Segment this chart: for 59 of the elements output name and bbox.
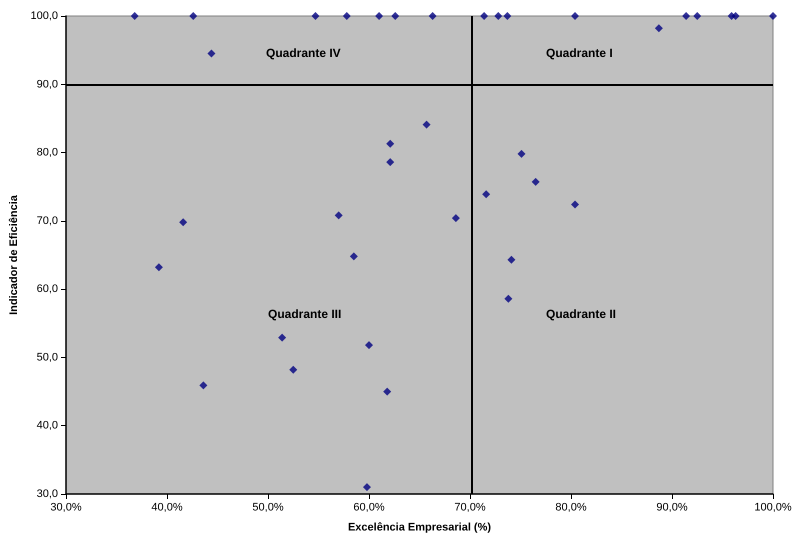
y-tick-label: 100,0	[30, 10, 58, 22]
point	[504, 294, 512, 303]
x-tick-label: 60,0%	[353, 502, 385, 514]
point	[334, 211, 343, 220]
point	[278, 334, 286, 342]
x-tick-label: 90,0%	[656, 502, 688, 514]
point	[507, 256, 516, 264]
point	[154, 263, 163, 272]
x-axis-title: Excelência Empresarial (%)	[348, 522, 492, 534]
point	[732, 12, 740, 20]
point	[571, 12, 580, 20]
y-tick-label: 70,0	[36, 214, 58, 227]
point	[386, 158, 394, 166]
point	[391, 12, 400, 20]
point	[480, 12, 488, 20]
point	[532, 178, 540, 186]
point	[482, 190, 490, 198]
point	[179, 218, 188, 226]
annotation: Quadrante I	[546, 46, 613, 60]
annotation: Quadrante IV	[266, 46, 341, 60]
point	[452, 214, 460, 222]
x-tick-label: 30,0%	[50, 502, 82, 514]
point	[682, 12, 690, 20]
point	[189, 12, 198, 20]
point	[311, 12, 320, 20]
x-tick-label: 40,0%	[151, 502, 183, 514]
y-tick-label: 40,0	[36, 420, 58, 432]
point	[199, 381, 208, 390]
x-tick-label: 70,0%	[454, 502, 486, 514]
point	[422, 120, 431, 129]
x-tick-label: 100,0%	[754, 502, 792, 514]
point	[654, 24, 663, 32]
point	[503, 12, 512, 20]
point	[693, 12, 702, 20]
x-tick-label: 80,0%	[555, 502, 587, 514]
point	[386, 140, 394, 148]
annotation: Quadrante III	[268, 307, 342, 321]
point	[518, 150, 526, 158]
y-tick-label: 80,0	[36, 146, 58, 159]
y-tick-label: 50,0	[36, 351, 58, 364]
point	[428, 12, 437, 20]
annotation: Quadrante II	[546, 307, 616, 321]
point	[494, 12, 502, 20]
point	[362, 483, 371, 492]
y-tick-label: 90,0	[36, 78, 58, 90]
point	[289, 366, 298, 374]
y-axis-title: Indicador de Eficiência	[8, 194, 20, 315]
point	[375, 12, 384, 20]
point	[383, 388, 392, 396]
point	[365, 341, 373, 350]
y-tick-label: 30,0	[36, 488, 58, 500]
point	[571, 200, 580, 208]
point	[130, 12, 139, 20]
point	[342, 12, 351, 20]
point	[207, 50, 216, 58]
point	[769, 12, 777, 20]
x-tick-label: 50,0%	[252, 502, 284, 514]
y-tick-label: 60,0	[36, 283, 58, 296]
point	[350, 252, 358, 260]
